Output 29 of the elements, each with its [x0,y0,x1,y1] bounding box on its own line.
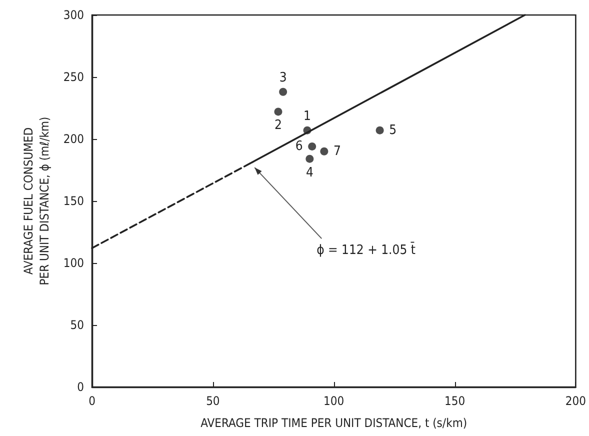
x-tick-label: 150 [444,394,466,408]
y-tick-label: 250 [63,70,84,84]
annotation: 3 [279,70,287,86]
y-tick-label: 150 [63,194,84,208]
annotation: 1 [304,108,311,124]
y-tick-label: 200 [63,132,84,146]
y-tick-label: 100 [63,256,84,270]
annotation: 7 [333,144,341,159]
annotation: 5 [389,122,397,138]
point [306,154,314,163]
x-axis-title: AVERAGE TRIP TIME PER UNIT DISTANCE, t (s/km) [200,416,468,430]
annotation: ϕ = 112 + 1.05 t̄ [316,242,416,258]
point [320,147,328,156]
x-tick-label: 0 [88,394,96,408]
y-axis-title: AVERAGE FUEL CONSUMED PER UNIT DISTANCE, ϕ (mℓ/km) [22,116,52,286]
point [308,142,316,150]
point [274,108,282,116]
annotation: 4 [306,165,314,180]
x-tick-label: 100 [324,394,344,408]
annotation: 6 [295,138,303,154]
y-tick-label: 50 [70,318,84,332]
y-tick-label: 0 [77,380,84,394]
annotation: 2 [274,118,282,134]
point [279,88,288,96]
point [376,126,384,134]
y-tick-label: 300 [63,8,84,22]
x-tick-label: 200 [565,394,586,408]
point [303,126,312,134]
x-tick-label: 50 [206,394,220,408]
